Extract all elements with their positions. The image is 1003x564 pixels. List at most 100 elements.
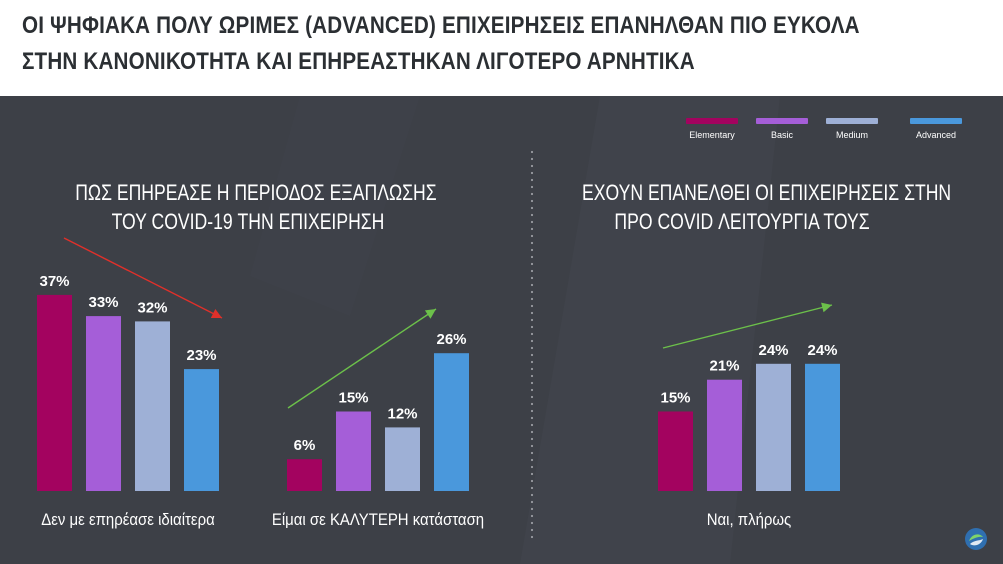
trend-arrow-up: [662, 302, 833, 349]
divider-dot: [530, 220, 534, 224]
divider-dot: [530, 262, 534, 266]
category-label: Ναι, πλήρως: [707, 511, 792, 529]
divider-dot: [530, 255, 534, 259]
company-logo-icon: [965, 528, 987, 550]
legend-label: Medium: [835, 130, 868, 140]
divider-dot: [530, 185, 534, 189]
data-label: 12%: [387, 405, 417, 422]
legend-item-basic: Basic: [752, 118, 812, 140]
divider-dot: [530, 192, 534, 196]
data-label: 21%: [709, 358, 739, 375]
divider-dot: [530, 290, 534, 294]
legend-swatch: [686, 118, 738, 124]
divider-dot: [530, 395, 534, 399]
bar-advanced: [805, 363, 840, 491]
trend-arrow-up: [287, 308, 437, 409]
bar-basic: [86, 316, 121, 491]
left-chart-title-line-1: ΠΩΣ ΕΠΗΡΕΑΣΕ Η ΠΕΡΙΟΔΟΣ ΕΞΑΠΛΩΣΗΣ: [75, 180, 437, 205]
arrow-line: [287, 308, 437, 409]
divider-dot: [530, 528, 534, 532]
divider-dot: [530, 437, 534, 441]
left-chart-title-line-2: ΤΟΥ COVID-19 ΤΗΝ ΕΠΙΧΕΙΡΗΣΗ: [111, 209, 385, 234]
divider-dot: [530, 416, 534, 420]
divider-dot: [530, 199, 534, 203]
bar-elementary: [287, 459, 322, 491]
divider-dot: [530, 227, 534, 231]
arrow-head: [821, 302, 832, 313]
legend-swatch: [756, 118, 808, 124]
divider-dot: [530, 493, 534, 497]
bar-medium: [385, 427, 420, 491]
divider-dot: [530, 444, 534, 448]
divider-dot: [530, 241, 534, 245]
legend-swatch: [826, 118, 878, 124]
divider-dot: [530, 388, 534, 392]
divider-dot: [530, 346, 534, 350]
divider-dot: [530, 206, 534, 210]
data-label: 24%: [758, 342, 788, 359]
divider-dot: [530, 234, 534, 238]
divider-dot: [530, 332, 534, 336]
bar-elementary: [37, 294, 72, 491]
divider-dot: [530, 311, 534, 315]
data-label: 37%: [39, 273, 69, 290]
divider-dot: [530, 381, 534, 385]
divider-dot: [530, 500, 534, 504]
divider-dot: [530, 423, 534, 427]
divider-dot: [530, 458, 534, 462]
legend-item-medium: Medium: [822, 118, 882, 140]
bar-advanced: [434, 353, 469, 491]
data-label: 15%: [660, 390, 690, 407]
divider-dot: [530, 402, 534, 406]
background-shape: [250, 96, 420, 316]
divider-dot: [530, 297, 534, 301]
page-title-line-1: ΟΙ ΨΗΦΙΑΚΑ ΠΟΛΥ ΩΡΙΜΕΣ (ADVANCED) ΕΠΙΧΕΙ…: [22, 12, 860, 39]
divider-dot: [530, 367, 534, 371]
divider-dot: [530, 472, 534, 476]
divider-dot: [530, 353, 534, 357]
divider-dot: [530, 304, 534, 308]
divider-dot: [530, 269, 534, 273]
legend-label: Advanced: [915, 130, 957, 140]
chart-legend: Elementary Basic Medium Advanced: [0, 118, 1003, 148]
divider-dot: [530, 535, 534, 539]
divider-dot: [530, 178, 534, 182]
page-title-line-2: ΣΤΗΝ ΚΑΝΟΝΙΚΟΤΗΤΑ ΚΑΙ ΕΠΗΡΕΑΣΤΗΚΑΝ ΛΙΓΟΤ…: [22, 48, 695, 75]
divider-dot: [530, 360, 534, 364]
arrow-head: [424, 309, 436, 319]
divider-dot: [530, 507, 534, 511]
legend-swatch: [910, 118, 962, 124]
data-label: 24%: [807, 342, 837, 359]
data-label: 6%: [294, 437, 316, 454]
bar-advanced: [184, 369, 219, 491]
legend-item-elementary: Elementary: [682, 118, 742, 140]
legend-label: Basic: [770, 130, 793, 140]
category-label: Δεν με επηρέασε ιδιαίτερα: [41, 511, 214, 529]
bar-elementary: [658, 411, 693, 491]
divider-dot: [530, 171, 534, 175]
data-label: 26%: [436, 331, 466, 348]
bar-medium: [135, 321, 170, 491]
divider-dot: [530, 374, 534, 378]
left-chart-title: ΠΩΣ ΕΠΗΡΕΑΣΕ Η ΠΕΡΙΟΔΟΣ ΕΞΑΠΛΩΣΗΣ ΤΟΥ CO…: [75, 178, 437, 236]
divider-dot: [530, 430, 534, 434]
divider-dot: [530, 248, 534, 252]
divider-dot: [530, 451, 534, 455]
right-chart-title: ΕΧΟΥΝ ΕΠΑΝΕΛΘΕΙ ΟΙ ΕΠΙΧΕΙΡΗΣΕΙΣ ΣΤΗΝ ΠΡΟ…: [582, 178, 951, 236]
divider-dot: [530, 479, 534, 483]
divider-dot: [530, 276, 534, 280]
divider-dot: [530, 283, 534, 287]
trend-arrow-down: [63, 237, 223, 319]
divider-dot: [530, 325, 534, 329]
data-label: 32%: [137, 299, 167, 316]
divider-dot: [530, 157, 534, 161]
arrow-line: [63, 237, 223, 319]
divider-dot: [530, 465, 534, 469]
right-chart-title-line-2: ΠΡΟ COVID ΛΕΙΤΟΥΡΓΙΑ ΤΟΥΣ: [614, 209, 870, 234]
divider-dot: [530, 486, 534, 490]
bar-medium: [756, 363, 791, 491]
divider-dot: [530, 514, 534, 518]
legend-label: Elementary: [689, 130, 735, 140]
arrow-head: [210, 309, 222, 318]
